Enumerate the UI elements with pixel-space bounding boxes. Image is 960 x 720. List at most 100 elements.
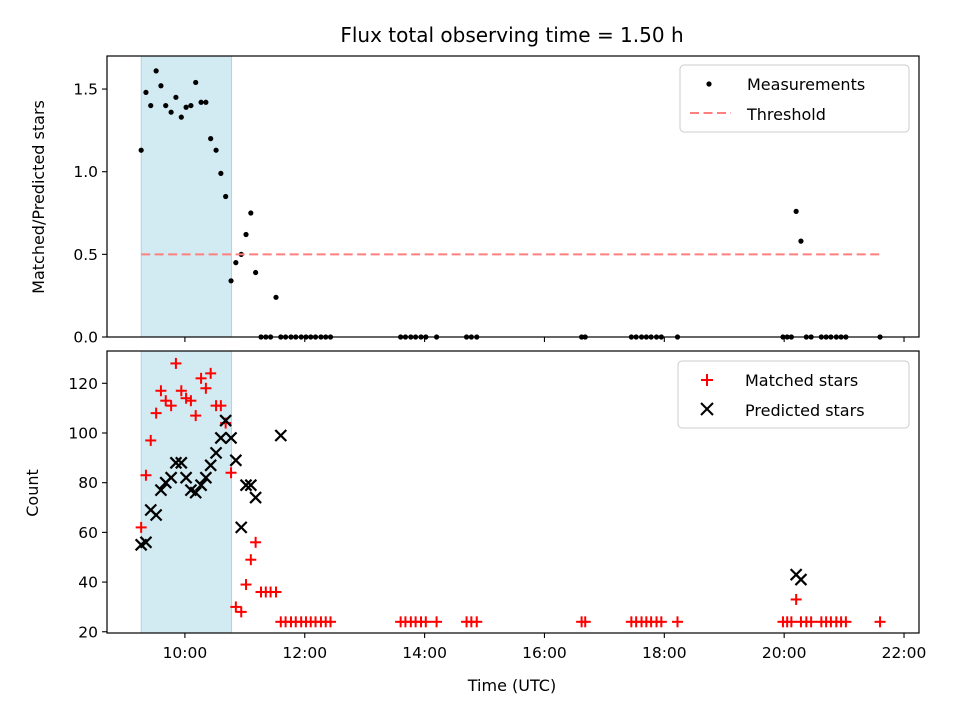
measurement-point [163, 102, 169, 109]
measurement-point [198, 99, 204, 105]
bottom-marks [134, 357, 886, 628]
measurement-point [253, 269, 259, 276]
bottom-x-tick-label: 20:00 [762, 644, 807, 662]
predicted-star-point [214, 431, 228, 445]
legend-threshold-label: Threshold [746, 105, 826, 124]
measurement-point [223, 193, 229, 200]
bottom-panel: 20 40 60 80 100 120 10:00 12:00 14:00 16:00 18:00… [23, 350, 927, 695]
bottom-y-tick-label: 80 [78, 474, 98, 492]
matched-star-point [185, 395, 197, 407]
bottom-x-tick-label: 18:00 [642, 644, 687, 662]
predicted-star-point [179, 471, 193, 484]
bottom-x-tick-label: 10:00 [163, 644, 208, 662]
bottom-y-ticks: 20 40 60 80 100 120 [68, 375, 107, 641]
matched-star-point [671, 616, 683, 628]
bottom-x-ticks: 10:00 12:00 14:00 16:00 18:00 20:00 22:00 [163, 633, 927, 662]
top-axes-frame [106, 55, 920, 338]
matched-star-point [205, 367, 217, 379]
bottom-y-tick-label: 60 [78, 524, 98, 542]
matched-star-point [180, 392, 192, 404]
matched-star-point [200, 382, 212, 394]
bottom-y-axis-label: Count [23, 469, 42, 517]
predicted-star-point [194, 478, 208, 492]
predicted-star-point [239, 478, 253, 492]
predicted-star-point [244, 478, 258, 492]
matched-star-point [431, 616, 443, 628]
measurement-point [168, 109, 174, 115]
predicted-star-point [169, 456, 183, 470]
predicted-star-point [224, 431, 238, 445]
matched-star-point [471, 616, 483, 628]
measurement-point [143, 89, 149, 95]
matched-star-point [175, 385, 187, 397]
matched-star-point [155, 385, 167, 397]
bottom-x-tick-label: 12:00 [282, 644, 327, 662]
measurement-point [138, 147, 144, 153]
bottom-x-tick-label: 22:00 [882, 644, 927, 662]
legend-predicted-marker [700, 402, 714, 416]
measurement-point [273, 294, 279, 300]
matched-star-point [165, 400, 177, 412]
top-shaded-span [140, 55, 233, 338]
bottom-y-tick-label: 100 [68, 424, 98, 442]
bottom-legend: Matched stars Predicted stars [677, 360, 910, 429]
predicted-star-point [219, 414, 232, 427]
x-axis-label: Time (UTC) [467, 676, 556, 695]
predicted-star-point [229, 454, 243, 467]
matched-star-point [195, 372, 207, 384]
matched-star-point [655, 616, 667, 628]
predicted-star-point [199, 471, 213, 484]
matched-star-point [245, 554, 257, 566]
matched-star-point [420, 616, 432, 628]
matched-star-point [325, 616, 337, 628]
bottom-y-tick-label: 20 [78, 623, 98, 641]
measurement-point [798, 238, 804, 244]
measurement-point [203, 99, 209, 105]
matched-star-point [785, 616, 797, 628]
predicted-star-point [149, 508, 163, 522]
matched-star-point [270, 586, 282, 598]
matched-star-point [235, 606, 247, 618]
predicted-star-point [175, 456, 188, 470]
predicted-star-point [274, 429, 288, 442]
bottom-axes-frame [106, 350, 920, 634]
predicted-star-point [189, 486, 202, 499]
matched-star-point [250, 536, 262, 548]
top-panel: 0.0 0.5 1.0 1.5 Matched/Predicted stars Mea… [29, 55, 920, 347]
predicted-star-point [234, 521, 248, 534]
matched-star-point [240, 579, 252, 591]
bottom-y-tick-label: 120 [68, 375, 98, 393]
measurement-point [208, 136, 214, 142]
measurement-point [243, 231, 249, 238]
top-y-tick-label: 0.5 [73, 246, 98, 264]
top-y-tick-label: 1.5 [73, 81, 98, 99]
predicted-star-point [249, 491, 262, 504]
measurement-point [188, 102, 194, 109]
measurement-point [178, 114, 184, 120]
bottom-x-tick-label: 14:00 [402, 644, 447, 662]
measurement-point [183, 104, 189, 110]
matched-star-point [225, 467, 237, 479]
measurement-point [193, 79, 199, 86]
matched-star-point [145, 434, 157, 446]
matched-star-point [135, 521, 147, 533]
predicted-star-point [154, 483, 168, 497]
matched-star-point [140, 469, 152, 481]
matched-star-point [579, 616, 591, 628]
matched-star-point [150, 407, 162, 419]
top-y-axis-label: Matched/Predicted stars [29, 100, 48, 294]
measurement-point [153, 68, 159, 74]
bottom-x-tick-label: 16:00 [522, 644, 567, 662]
matched-star-point [790, 593, 802, 605]
legend-matched-label: Matched stars [745, 371, 858, 390]
measurement-point [173, 94, 179, 100]
matched-star-point [160, 395, 172, 407]
matched-star-point [170, 357, 182, 369]
top-y-tick-label: 0.0 [73, 329, 98, 347]
measurement-point [213, 147, 219, 153]
top-y-tick-label: 1.0 [73, 163, 98, 181]
top-legend: Measurements Threshold [679, 64, 910, 133]
measurement-point [228, 278, 234, 284]
top-x-ticks [184, 337, 905, 342]
